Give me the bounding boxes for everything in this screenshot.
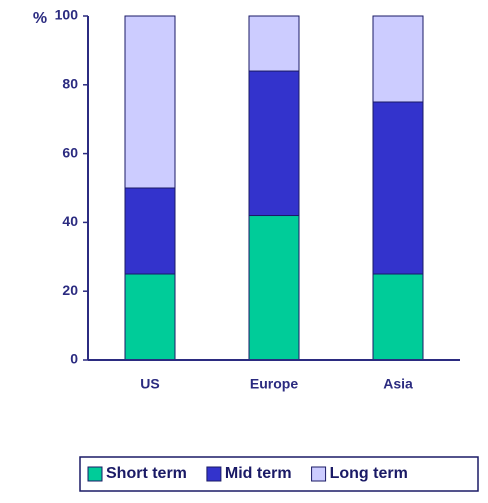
legend-swatch	[311, 466, 327, 482]
legend-box	[79, 456, 479, 492]
y-tick-label: 0	[70, 351, 78, 367]
bar-segment	[248, 70, 300, 217]
y-tick-label: 40	[62, 213, 78, 229]
bar-segment	[124, 15, 176, 189]
bar-segment	[372, 101, 424, 275]
legend-swatch	[87, 466, 103, 482]
bar-segment	[248, 215, 300, 361]
x-tick-label: US	[140, 376, 159, 392]
legend-swatch	[206, 466, 222, 482]
x-tick-label: Europe	[250, 376, 298, 392]
y-tick-label: 80	[62, 76, 78, 92]
y-tick-label: 100	[55, 7, 79, 23]
bar-segment	[124, 273, 176, 361]
legend-label: Long term	[330, 465, 408, 482]
bar-segment	[372, 15, 424, 103]
bar-segment	[248, 15, 300, 72]
bar-segment	[372, 273, 424, 361]
y-tick-label: 60	[62, 144, 78, 160]
x-tick-label: Asia	[383, 376, 413, 392]
legend-label: Short term	[106, 465, 187, 482]
bar-segment	[124, 187, 176, 275]
y-axis-label: %	[33, 10, 47, 27]
y-tick-label: 20	[62, 282, 78, 298]
legend-label: Mid term	[225, 465, 292, 482]
